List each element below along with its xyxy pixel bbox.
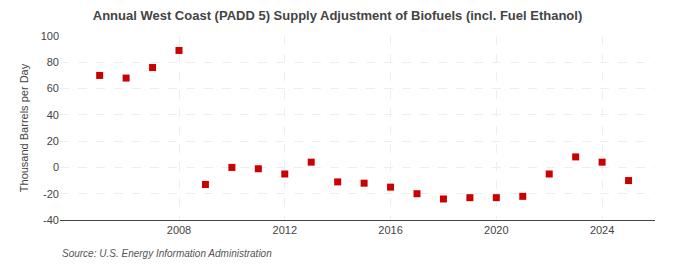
svg-text:-40: -40 <box>43 214 59 226</box>
svg-text:Thousand Barrels per Day: Thousand Barrels per Day <box>18 63 30 192</box>
svg-text:Source: U.S. Energy Informatio: Source: U.S. Energy Information Administ… <box>62 248 272 259</box>
svg-text:40: 40 <box>47 109 59 121</box>
svg-text:20: 20 <box>47 135 59 147</box>
svg-text:2008: 2008 <box>167 224 191 236</box>
svg-text:2012: 2012 <box>273 224 297 236</box>
svg-text:2016: 2016 <box>378 224 402 236</box>
svg-text:100: 100 <box>41 30 59 42</box>
svg-text:2024: 2024 <box>590 224 614 236</box>
svg-text:80: 80 <box>47 56 59 68</box>
svg-text:60: 60 <box>47 82 59 94</box>
svg-text:2020: 2020 <box>484 224 508 236</box>
svg-text:Annual West Coast (PADD 5) Sup: Annual West Coast (PADD 5) Supply Adjust… <box>93 8 582 23</box>
svg-text:-20: -20 <box>43 188 59 200</box>
svg-text:0: 0 <box>53 161 59 173</box>
